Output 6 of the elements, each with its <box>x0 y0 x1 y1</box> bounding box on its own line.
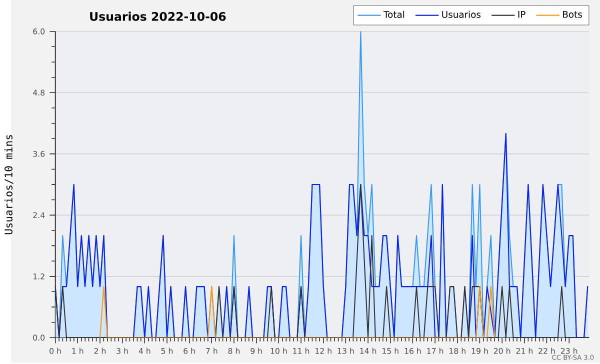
legend-label: IP <box>518 10 526 18</box>
legend-label: Bots <box>563 10 582 18</box>
legend-label: Total <box>384 10 404 18</box>
legend-label: Usuarios <box>442 10 481 18</box>
chart-title: Usuarios 2022-10-06 <box>90 12 226 21</box>
y-axis-title: Usuarios/10 mins <box>4 135 14 234</box>
